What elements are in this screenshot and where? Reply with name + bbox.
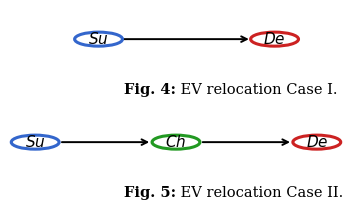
Text: $\mathit{Su}$: $\mathit{Su}$	[88, 31, 109, 47]
Text: $\mathit{Ch}$: $\mathit{Ch}$	[165, 134, 187, 150]
Text: $\mathit{Su}$: $\mathit{Su}$	[25, 134, 45, 150]
Text: $\mathit{De}$: $\mathit{De}$	[306, 134, 328, 150]
Text: Fig. 4:: Fig. 4:	[124, 83, 176, 97]
Text: EV relocation Case II.: EV relocation Case II.	[176, 186, 343, 200]
Text: $\mathit{De}$: $\mathit{De}$	[263, 31, 286, 47]
Text: EV relocation Case I.: EV relocation Case I.	[176, 83, 338, 97]
Text: Fig. 5:: Fig. 5:	[124, 186, 176, 200]
